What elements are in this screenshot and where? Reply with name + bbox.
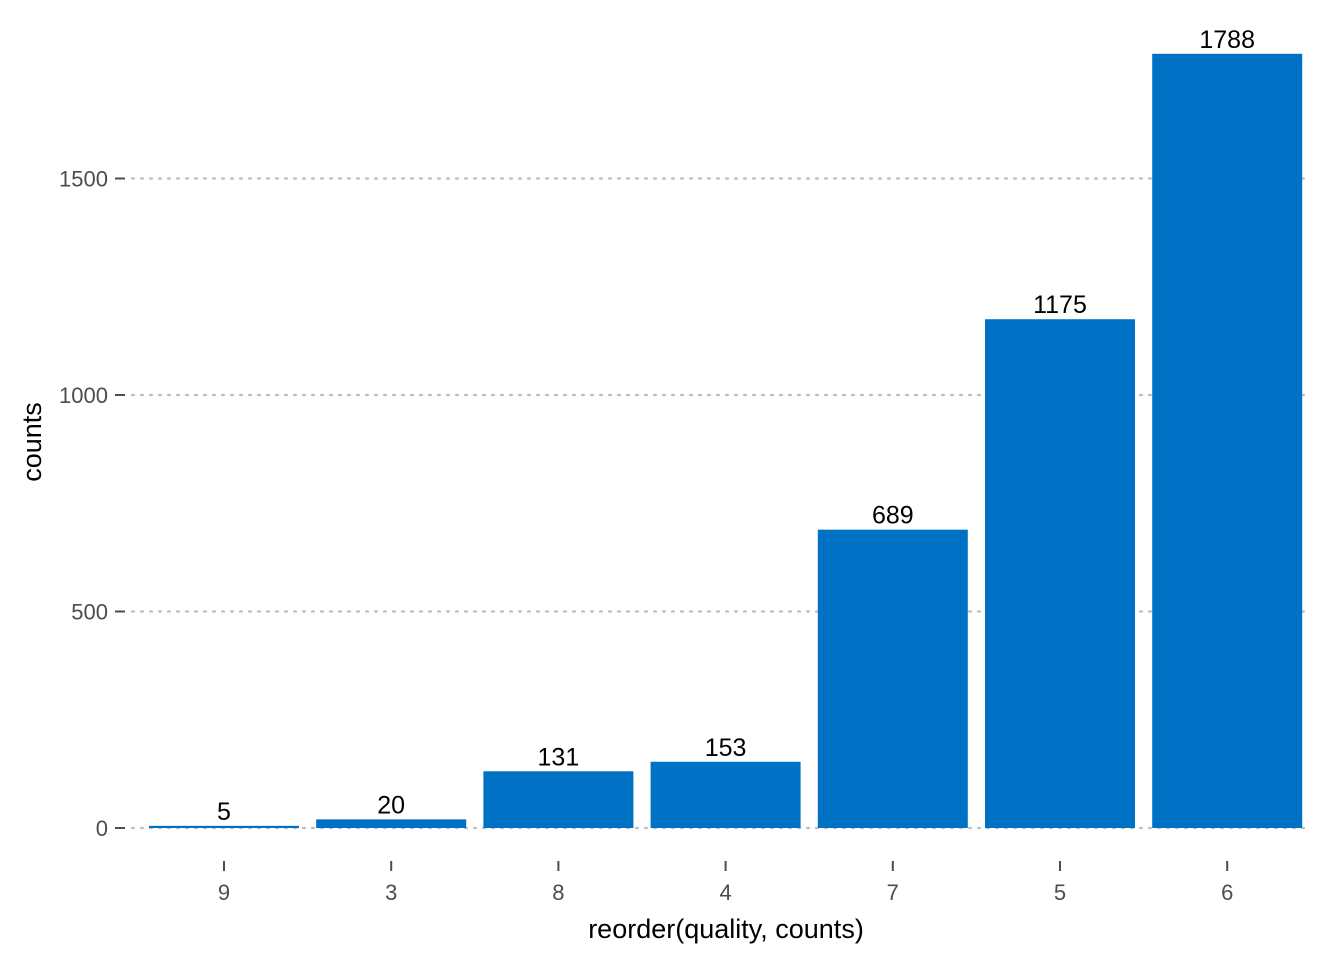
data-label-4: 153: [705, 734, 747, 762]
x-tick-label-7: 7: [887, 880, 899, 905]
y-tick-label: 500: [71, 600, 108, 625]
data-labels: 5 20 131 153 689 1175 1788: [217, 26, 1255, 826]
x-tick-label-4: 4: [719, 880, 731, 905]
bar-9: [149, 825, 299, 828]
bars: [149, 53, 1303, 828]
bar-4: [650, 761, 801, 828]
x-tick-label-8: 8: [552, 880, 564, 905]
bar-5: [985, 319, 1135, 828]
data-label-7: 689: [872, 502, 914, 530]
bar-7: [817, 529, 968, 828]
data-label-6: 1788: [1199, 26, 1255, 54]
data-label-3: 20: [377, 791, 405, 819]
x-tick-label-3: 3: [385, 880, 397, 905]
y-tick-label: 0: [96, 816, 108, 841]
data-label-8: 131: [538, 743, 580, 771]
x-tick-label-5: 5: [1054, 880, 1066, 905]
x-tick-label-6: 6: [1221, 880, 1233, 905]
x-tick-label-9: 9: [218, 880, 230, 905]
y-tick-label: 1000: [59, 383, 108, 408]
bar-6: [1152, 53, 1303, 828]
bar-8: [483, 771, 634, 828]
data-label-9: 5: [217, 798, 231, 826]
y-tick-label: 1500: [59, 167, 108, 192]
y-axis-title: counts: [17, 402, 47, 482]
x-axis: 9 3 8 4 7 5 6: [218, 861, 1233, 905]
x-axis-title: reorder(quality, counts): [588, 914, 864, 944]
bar-3: [316, 819, 467, 828]
y-axis: 0 500 1000 1500: [59, 167, 125, 841]
data-label-5: 1175: [1033, 291, 1087, 319]
